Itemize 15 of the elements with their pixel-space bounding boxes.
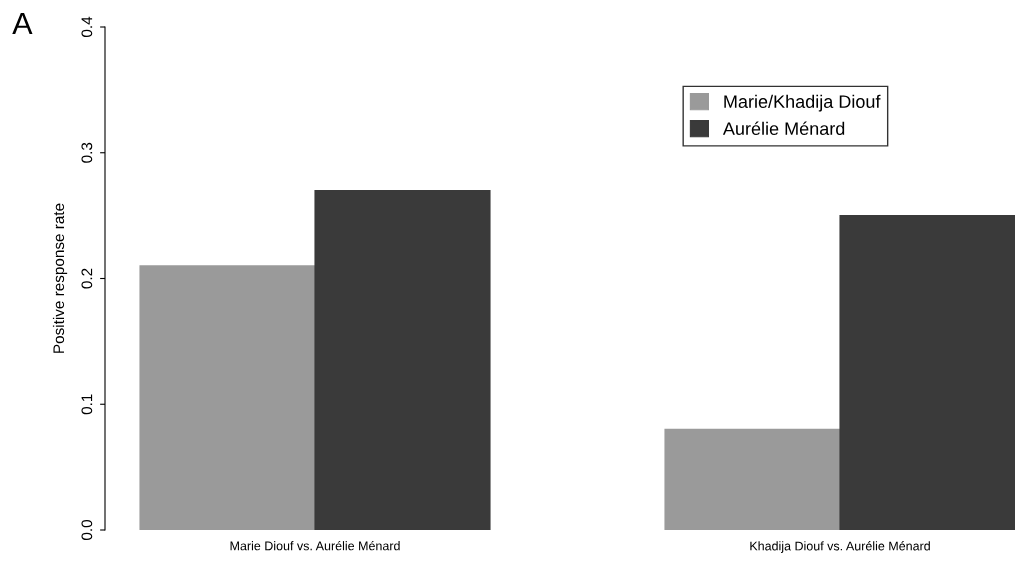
y-tick-label: 0.2 [81, 268, 93, 289]
y-axis-title: Positive response rate [52, 203, 68, 353]
legend-label: Marie/Khadija Diouf [724, 94, 881, 112]
y-tick-label: 0.1 [81, 394, 93, 415]
x-tick-label: Marie Diouf vs. Aurélie Ménard [230, 540, 400, 551]
text: A [12, 12, 33, 34]
bar [839, 215, 1015, 530]
legend-label: Aurélie Ménard [722, 121, 845, 136]
bar [664, 428, 841, 530]
bar [139, 265, 316, 530]
x-tick-label: Khadija Diouf vs. Aurélie Ménard [750, 541, 930, 553]
y-tick-label: 0.4 [81, 16, 93, 38]
y-tick-label: 0.0 [81, 519, 93, 541]
bar [314, 189, 491, 530]
y-tick-label: 0.3 [81, 142, 93, 163]
